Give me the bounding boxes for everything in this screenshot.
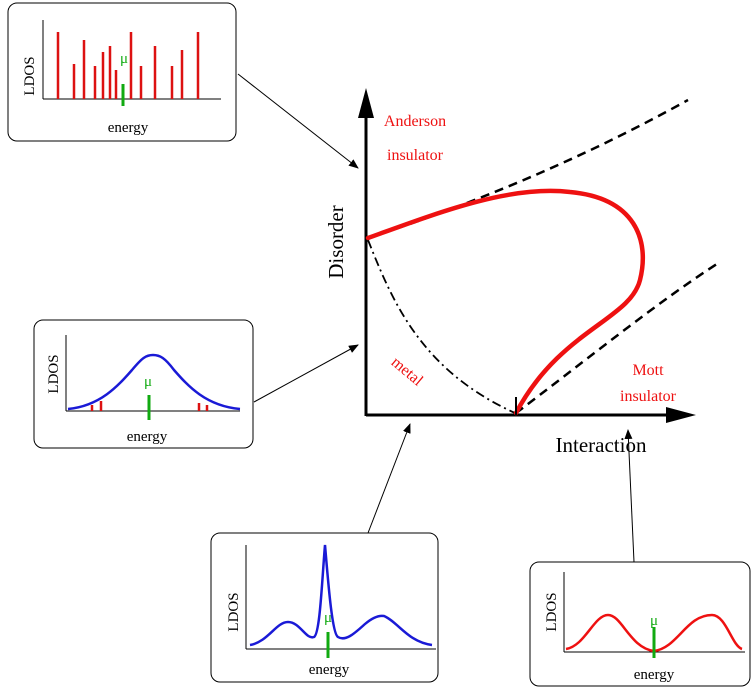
mott-label-line2: insulator — [620, 388, 677, 405]
ldos-curve — [67, 353, 241, 411]
y-axis-label: Disorder — [324, 205, 348, 278]
inset-ylabel: LDOS — [46, 354, 62, 393]
inset-anderson: μ LDOS energy — [7, 2, 237, 142]
arrow-to-anderson — [237, 73, 359, 169]
inset-xlabel: energy — [634, 667, 675, 683]
x-axis-label: Interaction — [556, 433, 647, 457]
inset-xlabel: energy — [108, 120, 149, 136]
inset-mott: μ LDOS energy — [529, 561, 751, 687]
inset-xlabel: energy — [309, 662, 350, 678]
anderson-label-line2: insulator — [387, 147, 444, 164]
inset-ylabel: LDOS — [226, 592, 242, 631]
lower-dashed-line — [515, 260, 721, 414]
mu-label: μ — [120, 51, 128, 67]
mu-label: μ — [650, 613, 658, 629]
anderson-label-line1: Anderson — [384, 113, 446, 130]
inset-metal-disordered: μ LDOS energy — [33, 319, 254, 449]
upper-dashed-line — [367, 98, 689, 240]
inset-ylabel: LDOS — [22, 56, 38, 95]
inset-frame — [33, 319, 254, 449]
mu-label: μ — [144, 374, 152, 390]
inset-frame — [210, 532, 439, 683]
metal-boundary-dashdot — [367, 239, 516, 414]
inset-ylabel: LDOS — [544, 592, 560, 631]
inset-frame — [7, 2, 237, 142]
ldos-curve — [249, 544, 433, 647]
arrow-to-mott — [624, 429, 635, 563]
arrow-to-clean-metal — [367, 423, 411, 534]
mott-label-line1: Mott — [632, 362, 664, 379]
arrow-to-metal-disorder — [253, 344, 359, 403]
connector-arrows — [237, 73, 635, 563]
metal-label: metal — [388, 354, 427, 390]
ldos-spikes — [56, 32, 200, 99]
inset-frame — [529, 561, 751, 687]
y-axis-arrowhead — [358, 88, 374, 118]
x-axis-arrowhead — [666, 407, 696, 423]
inset-xlabel: energy — [127, 429, 168, 445]
main-phase-diagram: Interaction Disorder Anderson insulator … — [324, 88, 721, 457]
phase-boundary-curve — [365, 188, 645, 416]
inset-metal-correlated: μ LDOS energy — [210, 532, 439, 683]
mu-label: μ — [324, 610, 332, 626]
